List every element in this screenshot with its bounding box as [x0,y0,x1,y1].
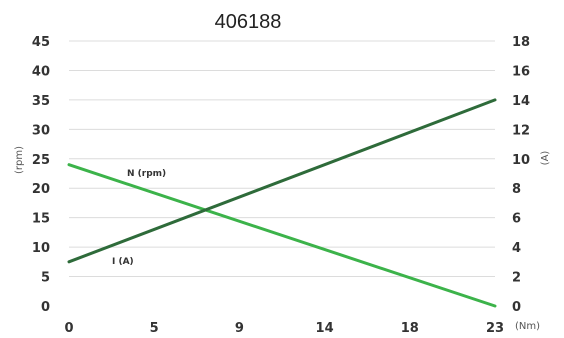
series-labels: N (rpm) I (A) [112,169,166,267]
left-tick-label: 35 [32,94,50,109]
left-tick-label: 10 [32,241,50,256]
right-tick-label: 8 [512,182,521,197]
x-tick-label: 0 [64,321,73,336]
series-label: I (A) [112,257,134,267]
left-tick-label: 45 [32,35,50,50]
right-tick-label: 4 [512,241,521,256]
right-tick-label: 6 [512,212,521,227]
left-axis-ticks: 0 5 10 15 20 25 30 35 40 45 [32,35,50,315]
x-tick-label: 5 [150,321,159,336]
left-tick-label: 20 [32,182,50,197]
x-axis-ticks: 0 5 9 14 18 23 [64,321,504,336]
right-tick-label: 0 [512,300,521,315]
series-line-speed [67,163,497,308]
left-axis-unit: (rpm) [14,146,25,174]
right-tick-label: 12 [512,123,530,138]
x-tick-label: 14 [316,321,334,336]
left-tick-label: 30 [32,123,50,138]
left-tick-label: 0 [41,300,50,315]
right-tick-label: 2 [512,271,521,286]
right-axis-unit: (A) [540,151,551,166]
right-tick-label: 14 [512,94,530,109]
x-tick-label: 9 [235,321,244,336]
series-lines [67,98,497,308]
x-tick-label: 18 [401,321,419,336]
grid [69,40,495,278]
series-label: N (rpm) [127,169,166,179]
x-axis-unit: (Nm) [515,321,540,332]
chart-title: 406188 [215,11,282,33]
right-tick-label: 10 [512,153,530,168]
series-line-current [67,98,497,264]
right-tick-label: 16 [512,64,530,79]
x-tick-label: 23 [486,321,504,336]
right-axis-ticks: 0 2 4 6 8 10 12 14 16 18 [512,35,530,315]
left-tick-label: 15 [32,212,50,227]
left-tick-label: 25 [32,153,50,168]
left-tick-label: 40 [32,64,50,79]
left-tick-label: 5 [41,271,50,286]
right-tick-label: 18 [512,35,530,50]
